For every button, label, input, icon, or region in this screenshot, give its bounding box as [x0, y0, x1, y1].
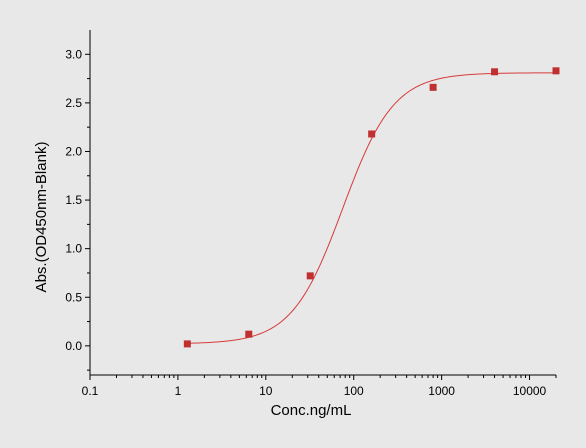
fit-curve: [187, 72, 557, 344]
x-tick-label: 10: [259, 384, 273, 398]
y-axis-label: Abs.(OD450nm-Blank): [33, 142, 50, 293]
y-tick-label: 1.0: [65, 242, 82, 256]
y-tick-label: 1.5: [65, 193, 82, 207]
y-tick-label: 3.0: [65, 47, 82, 61]
y-axis-ticks: 0.0 0.5 1.0 1.5 2.0 2.5 3.0: [65, 47, 90, 371]
x-tick-label: 1000: [428, 384, 455, 398]
y-tick-label: 0.5: [65, 290, 82, 304]
y-tick-label: 2.0: [65, 144, 82, 158]
data-point: [183, 340, 191, 348]
x-axis-label: Conc.ng/mL: [271, 402, 352, 419]
y-tick-label: 0.0: [65, 339, 82, 353]
data-point: [368, 130, 376, 138]
data-point: [245, 330, 253, 338]
x-tick-label: 10000: [513, 384, 547, 398]
data-point: [306, 272, 314, 280]
x-tick-label: 0.1: [82, 384, 99, 398]
data-point: [552, 67, 560, 75]
data-points: [183, 67, 560, 348]
x-tick-label: 100: [344, 384, 364, 398]
data-point: [429, 83, 437, 91]
x-axis-ticks: 0.1 1 10 100 1000 10000: [82, 375, 557, 398]
data-point: [491, 68, 499, 76]
x-tick-label: 1: [175, 384, 182, 398]
plot-area: 0.0 0.5 1.0 1.5 2.0 2.5 3.0 0.1 1 10 100 1000 10000: [65, 30, 560, 398]
y-tick-label: 2.5: [65, 96, 82, 110]
